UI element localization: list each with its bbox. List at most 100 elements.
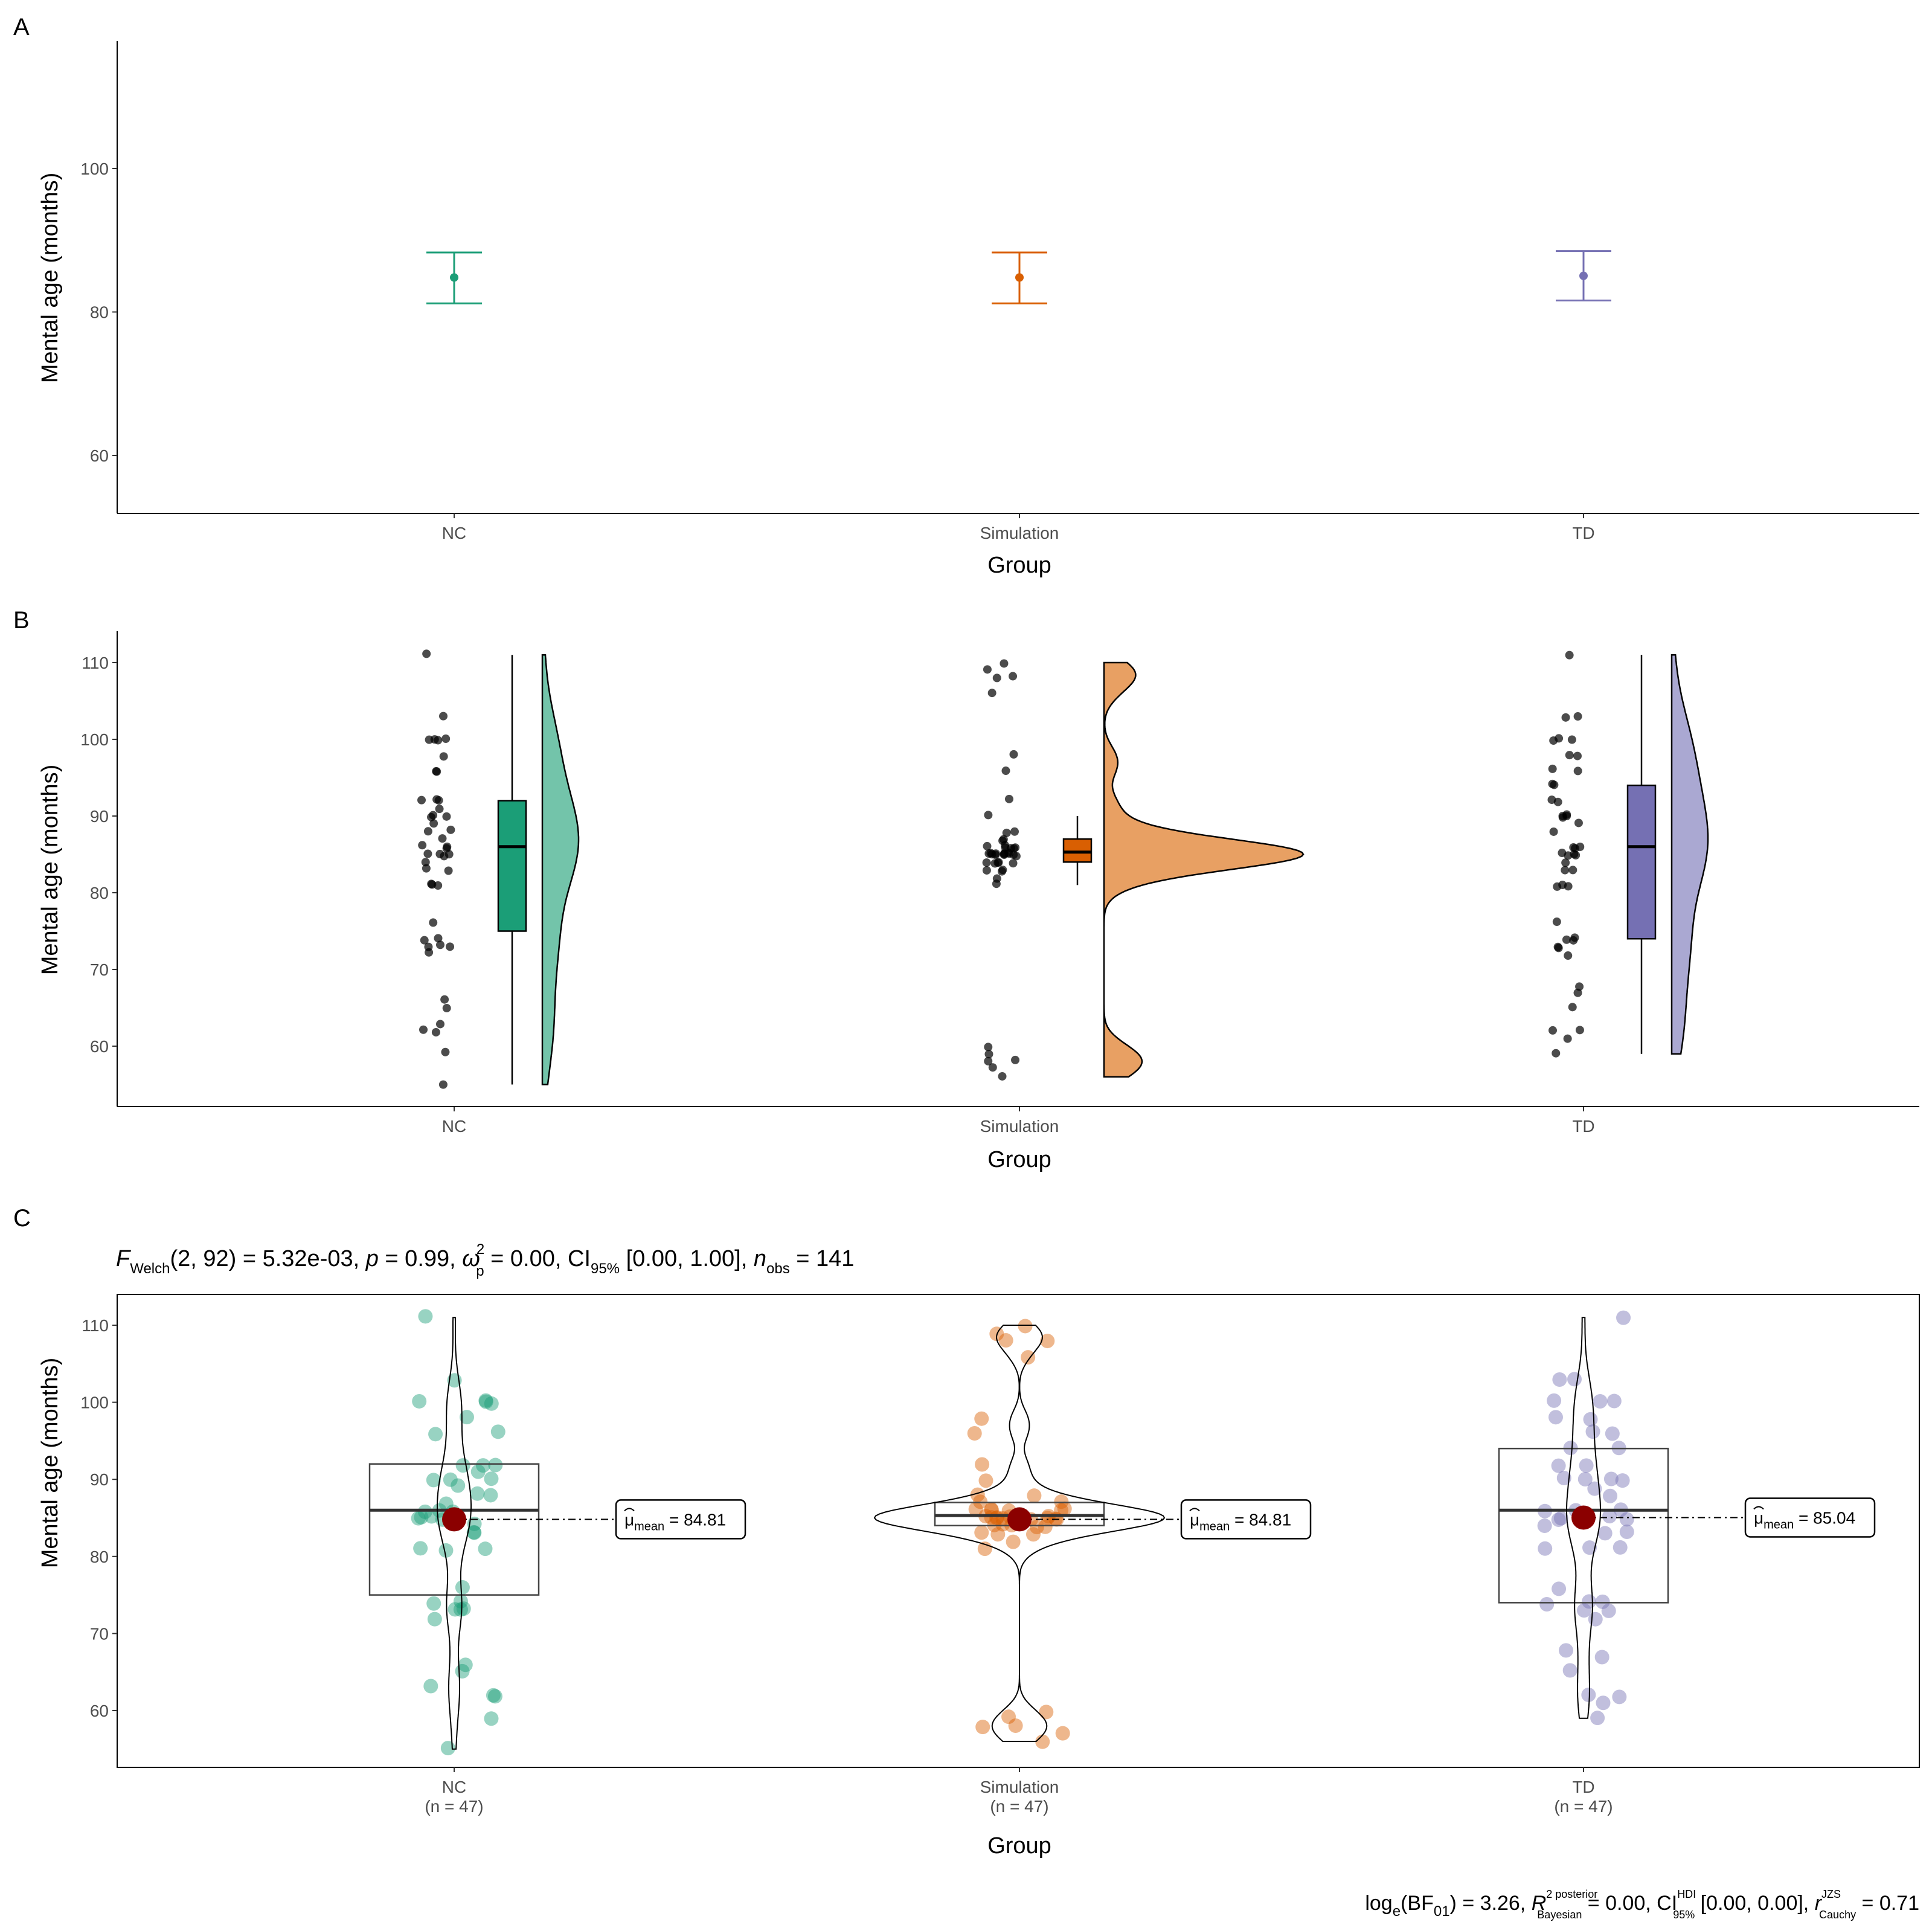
data-point <box>1593 1394 1608 1409</box>
data-point <box>478 1541 493 1557</box>
data-point <box>1009 859 1018 868</box>
panel-c-tag: C <box>13 1205 31 1232</box>
data-point <box>1573 751 1582 760</box>
data-point <box>990 1527 1006 1542</box>
data-point <box>438 1496 454 1511</box>
mu-symbol: μ <box>624 1510 634 1529</box>
data-point <box>1567 735 1576 744</box>
data-point <box>1603 1488 1618 1503</box>
data-point <box>1002 828 1011 837</box>
data-point <box>1537 1518 1552 1534</box>
y-tick-label: 60 <box>90 446 109 465</box>
data-point <box>428 880 437 889</box>
x-tick-label: TD <box>1572 524 1594 542</box>
data-point <box>1585 1424 1600 1439</box>
data-point <box>984 1050 993 1059</box>
data-point <box>997 867 1006 876</box>
data-point <box>1010 827 1019 836</box>
data-point <box>1581 1687 1596 1702</box>
mean-label-text: μmean = 85.04 <box>1754 1508 1855 1531</box>
stat-df: (2, 92) = 5.32e-03, <box>170 1246 365 1271</box>
box <box>1498 1447 1669 1604</box>
data-point <box>484 1711 499 1726</box>
data-point <box>1564 951 1573 960</box>
stat-ci-sub: 95% <box>591 1261 620 1277</box>
data-point <box>435 805 444 814</box>
mean-point <box>450 273 458 282</box>
data-point <box>484 1396 499 1411</box>
data-point <box>1561 713 1570 722</box>
data-point <box>1555 734 1564 743</box>
data-point <box>975 1457 990 1472</box>
mu-sub: mean <box>1199 1520 1230 1533</box>
data-point <box>417 795 426 805</box>
stat-omega: ω <box>462 1246 480 1271</box>
data-point <box>1565 651 1574 660</box>
data-point <box>984 1502 999 1517</box>
x-tick-label: TD <box>1572 1117 1594 1136</box>
data-point <box>1040 1334 1055 1349</box>
data-point <box>1605 1426 1620 1441</box>
data-point <box>439 752 448 761</box>
data-point <box>429 918 438 927</box>
data-point <box>423 849 432 858</box>
data-point <box>1018 1319 1033 1334</box>
mean-label: μmean = 84.81 <box>1180 1499 1312 1540</box>
data-point <box>438 1080 448 1089</box>
data-point <box>446 825 455 834</box>
data-point <box>442 1004 451 1013</box>
bstat-ci-sub: 95% <box>1673 1909 1695 1921</box>
data-point <box>490 1424 505 1439</box>
mu-value: 84.81 <box>684 1510 726 1529</box>
data-point <box>1006 1534 1021 1549</box>
x-tick-label: NC <box>442 1778 466 1796</box>
panel-b-xlabel: Group <box>987 1147 1051 1172</box>
y-tick-label: 80 <box>90 884 109 902</box>
data-point <box>470 1486 485 1501</box>
data-point <box>484 1471 499 1486</box>
data-point <box>1561 858 1570 867</box>
data-point <box>1567 1372 1582 1387</box>
data-point <box>427 1612 442 1627</box>
data-point <box>420 936 429 945</box>
mu-eq: = <box>664 1510 684 1529</box>
stat-welch: Welch <box>130 1261 170 1277</box>
data-point <box>475 1458 490 1473</box>
data-point <box>483 1488 498 1503</box>
bstat-r: R <box>1532 1892 1547 1915</box>
data-point <box>1556 1470 1571 1485</box>
bstat-r2-sub: Cauchy <box>1819 1909 1856 1921</box>
data-point <box>1038 1519 1053 1534</box>
data-point <box>1054 1494 1069 1509</box>
data-point <box>1057 1501 1072 1516</box>
mean-label-box <box>1180 1499 1312 1540</box>
half-violin <box>1670 654 1709 1055</box>
violin <box>437 1317 472 1750</box>
data-point <box>990 1510 1005 1525</box>
data-point <box>1012 852 1021 861</box>
data-point <box>1549 827 1558 836</box>
data-point <box>1551 1512 1566 1527</box>
data-point <box>441 1047 450 1056</box>
bstat-r-val: = 0.00, CI <box>1582 1892 1677 1915</box>
data-point <box>466 1525 481 1540</box>
data-point <box>1004 794 1013 803</box>
data-point <box>1575 1026 1584 1035</box>
data-point <box>456 1601 471 1616</box>
data-point <box>984 1510 999 1525</box>
data-point <box>974 1411 989 1426</box>
data-point <box>440 1741 455 1756</box>
data-point <box>1568 866 1577 875</box>
bstat-r2-sup: JZS <box>1821 1888 1841 1900</box>
data-point <box>412 1393 427 1409</box>
y-tick-label: 60 <box>90 1702 109 1720</box>
data-point <box>1025 1527 1041 1542</box>
box <box>1626 784 1657 940</box>
mu-hat <box>1753 1506 1764 1510</box>
data-point <box>1576 842 1585 851</box>
box <box>497 800 527 932</box>
data-point <box>984 1056 993 1065</box>
bstat-ci-val: [0.00, 0.00], <box>1695 1892 1814 1915</box>
bstat-ci-sup: HDI <box>1677 1888 1696 1900</box>
mean-point <box>1007 1507 1032 1532</box>
